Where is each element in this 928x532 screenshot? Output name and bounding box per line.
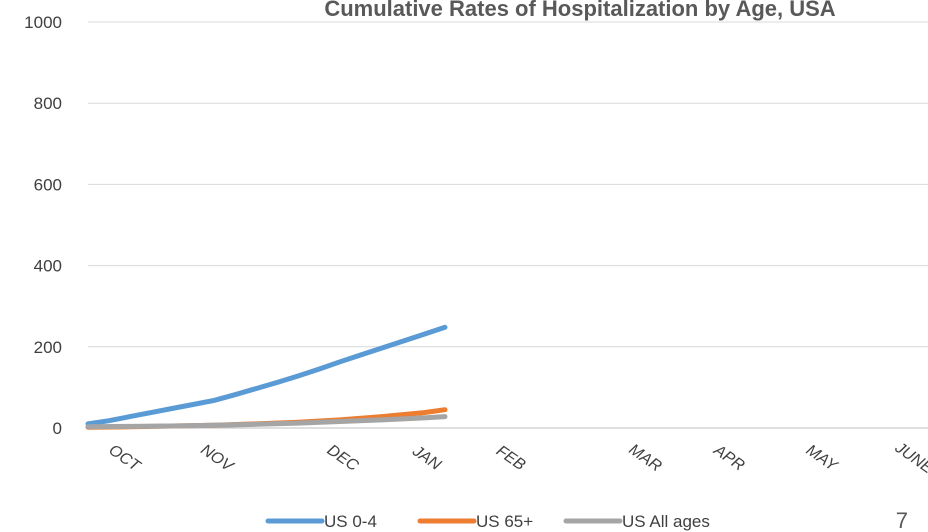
gridlines [88, 21, 928, 429]
x-axis-ticks: OCT NOV DEC JAN FEB MAR APR MAY JUNE [105, 439, 928, 478]
chart-title: Cumulative Rates of Hospitalization by A… [324, 0, 835, 21]
x-tick-label: APR [710, 441, 748, 475]
x-tick-label: DEC [324, 442, 362, 476]
y-tick-label: 400 [34, 257, 62, 276]
series-lines [85, 324, 448, 430]
x-tick-label: MAY [803, 442, 841, 476]
y-axis-ticks: 0 200 400 600 800 1000 [24, 13, 62, 438]
x-tick-label: NOV [198, 441, 237, 476]
y-tick-label: 1000 [24, 13, 62, 32]
x-tick-label: JAN [409, 442, 445, 474]
x-tick-label: OCT [105, 442, 143, 476]
legend-label: US 65+ [476, 512, 533, 531]
y-tick-label: 800 [34, 94, 62, 113]
legend-label: US 0-4 [324, 512, 377, 531]
page-number: 7 [896, 508, 908, 532]
series-line [85, 414, 448, 430]
y-tick-label: 600 [34, 175, 62, 194]
legend-label: US All ages [622, 512, 710, 531]
x-tick-label: FEB [493, 442, 529, 474]
legend: US 0-4 US 65+ US All ages [265, 512, 710, 531]
x-tick-label: MAR [626, 441, 665, 476]
y-tick-label: 200 [34, 338, 62, 357]
y-tick-label: 0 [53, 419, 62, 438]
x-tick-label: JUNE [891, 439, 928, 478]
series-line [85, 324, 448, 427]
